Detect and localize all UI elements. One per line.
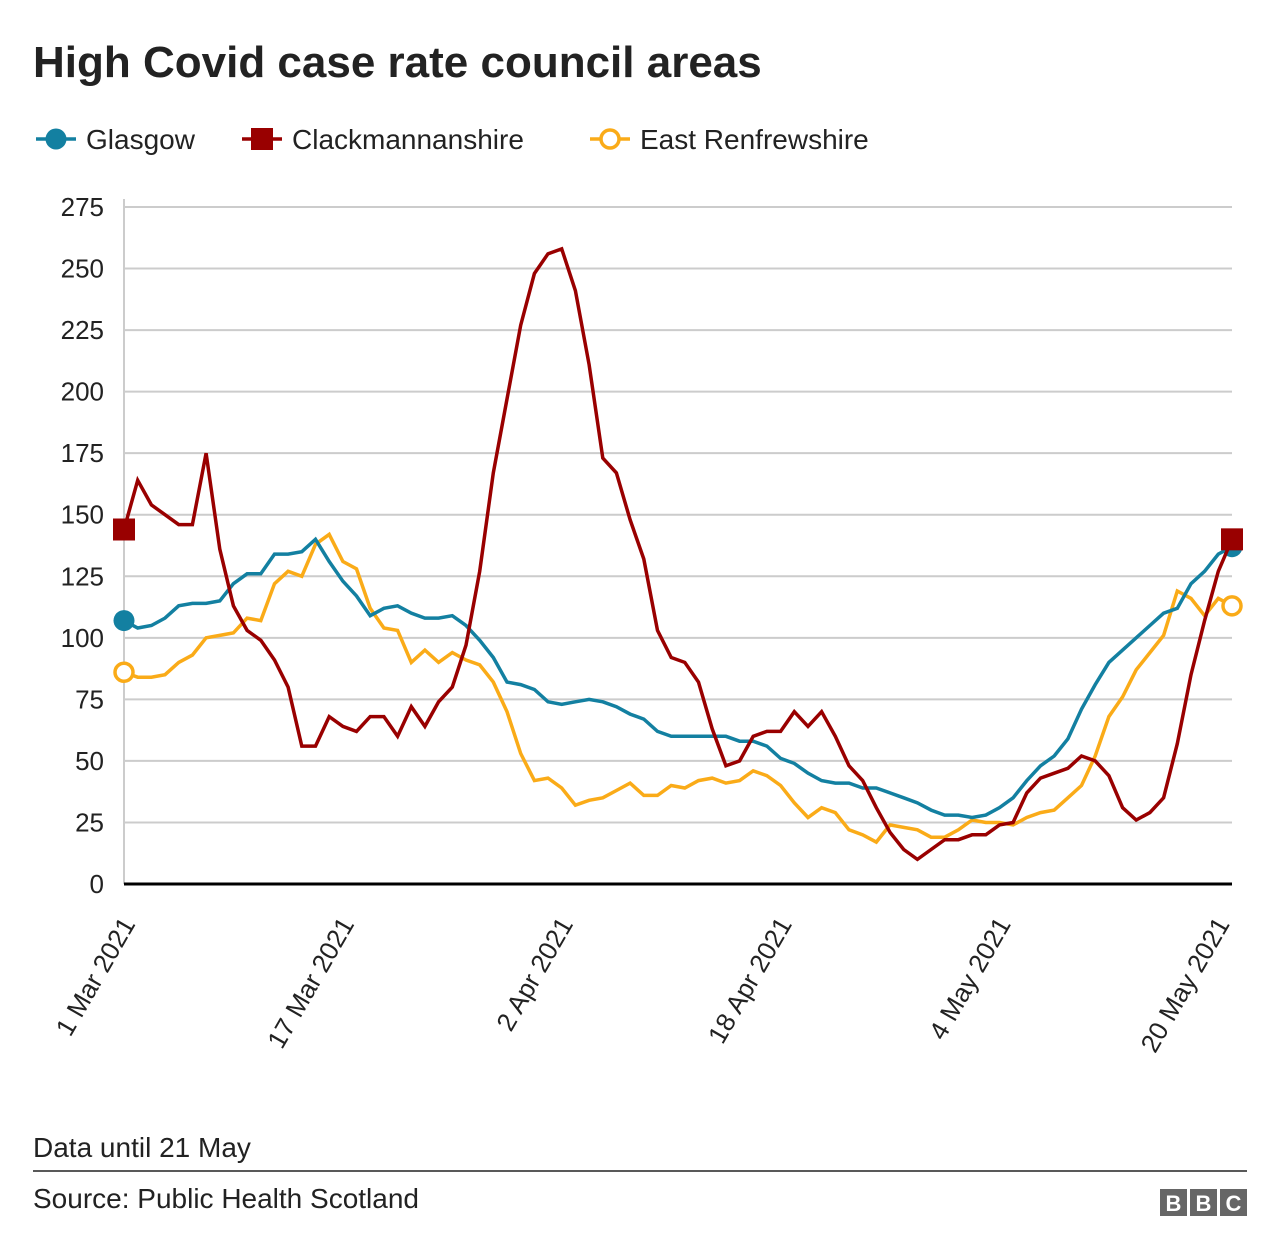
legend-item: East Renfrewshire bbox=[590, 124, 869, 155]
y-axis: 0 25 50 75 100 125 150 175 200 225 250 275 bbox=[61, 192, 104, 899]
series-marker bbox=[1221, 528, 1243, 551]
y-tick-label: 150 bbox=[61, 500, 104, 530]
y-tick-label: 175 bbox=[61, 438, 104, 468]
gridlines bbox=[123, 199, 1232, 884]
series-line bbox=[123, 531, 1233, 845]
y-tick-label: 200 bbox=[61, 377, 104, 407]
series-marker bbox=[113, 518, 135, 541]
y-tick-label: 25 bbox=[75, 807, 104, 837]
y-tick-label: 0 bbox=[90, 869, 104, 899]
bbc-logo-letter: C bbox=[1226, 1191, 1242, 1216]
y-tick-label: 100 bbox=[61, 623, 104, 653]
y-tick-label: 50 bbox=[75, 746, 104, 776]
x-tick-label: 1 Mar 2021 bbox=[49, 912, 141, 1041]
x-axis: 1 Mar 2021 17 Mar 2021 2 Apr 2021 18 Apr 20… bbox=[49, 912, 1235, 1057]
series-lines bbox=[113, 246, 1243, 886]
legend-label: Glasgow bbox=[86, 124, 196, 155]
footer-note: Data until 21 May bbox=[33, 1132, 251, 1163]
series-east-renfrewshire bbox=[113, 531, 1243, 845]
series-clackmannanshire bbox=[113, 246, 1243, 862]
bbc-logo-block bbox=[1220, 1189, 1247, 1216]
source-text: Source: Public Health Scotland bbox=[33, 1183, 419, 1214]
series-line bbox=[122, 246, 1234, 862]
bbc-logo-block bbox=[1160, 1189, 1187, 1216]
series-marker bbox=[113, 661, 135, 684]
series-marker bbox=[45, 128, 67, 150]
y-tick-label: 275 bbox=[61, 192, 104, 222]
legend-item: Clackmannanshire bbox=[242, 124, 524, 155]
y-tick-label: 225 bbox=[61, 315, 104, 345]
x-tick-label: 18 Apr 2021 bbox=[702, 912, 798, 1048]
x-tick-label: 4 May 2021 bbox=[923, 912, 1017, 1045]
legend: Glasgow Clackmannanshire East Renfrewshire bbox=[36, 124, 869, 155]
y-tick-label: 125 bbox=[61, 561, 104, 591]
series-marker bbox=[113, 610, 135, 632]
bbc-logo-letter: B bbox=[1166, 1191, 1182, 1216]
series-marker bbox=[1221, 595, 1243, 617]
bbc-logo-letter: B bbox=[1196, 1191, 1212, 1216]
x-tick-label: 17 Mar 2021 bbox=[261, 912, 360, 1053]
legend-label: East Renfrewshire bbox=[640, 124, 869, 155]
series-marker bbox=[599, 128, 621, 150]
y-tick-label: 75 bbox=[75, 684, 104, 714]
series-line bbox=[123, 536, 1233, 820]
y-tick-label: 250 bbox=[61, 254, 104, 284]
series-marker bbox=[251, 128, 273, 150]
x-tick-label: 2 Apr 2021 bbox=[490, 912, 579, 1036]
chart-title: High Covid case rate council areas bbox=[33, 38, 762, 87]
x-tick-label: 20 May 2021 bbox=[1134, 912, 1235, 1057]
legend-item: Glasgow bbox=[36, 124, 196, 155]
legend-label: Clackmannanshire bbox=[292, 124, 524, 155]
bbc-logo-block bbox=[1190, 1189, 1217, 1216]
